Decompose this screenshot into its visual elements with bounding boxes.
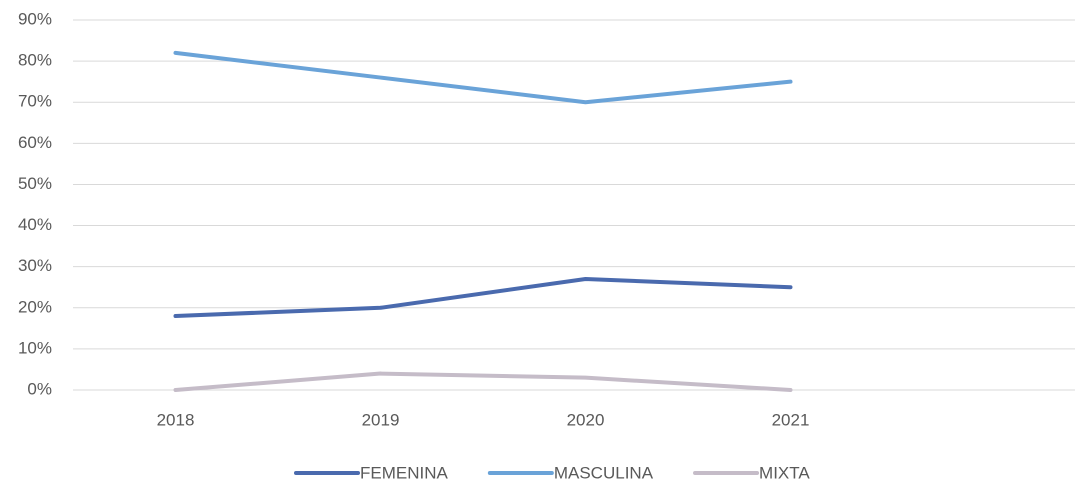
series-line [173,371,793,392]
legend-label: MIXTA [759,463,810,482]
y-tick-label: 70% [18,92,52,111]
x-tick-label: 2018 [157,410,195,429]
x-tick-label: 2019 [362,410,400,429]
y-tick-label: 20% [18,297,52,316]
x-tick-label: 2021 [772,410,810,429]
legend-label: FEMENINA [360,463,449,482]
y-tick-label: 90% [18,9,52,28]
y-tick-label: 0% [27,379,52,398]
series-line [173,277,793,318]
y-tick-label: 80% [18,51,52,70]
y-tick-label: 30% [18,256,52,275]
y-tick-label: 40% [18,215,52,234]
legend-label: MASCULINA [554,463,654,482]
x-tick-label: 2020 [567,410,605,429]
y-tick-label: 50% [18,174,52,193]
series-line [173,50,793,105]
y-tick-label: 60% [18,133,52,152]
y-tick-label: 10% [18,338,52,357]
